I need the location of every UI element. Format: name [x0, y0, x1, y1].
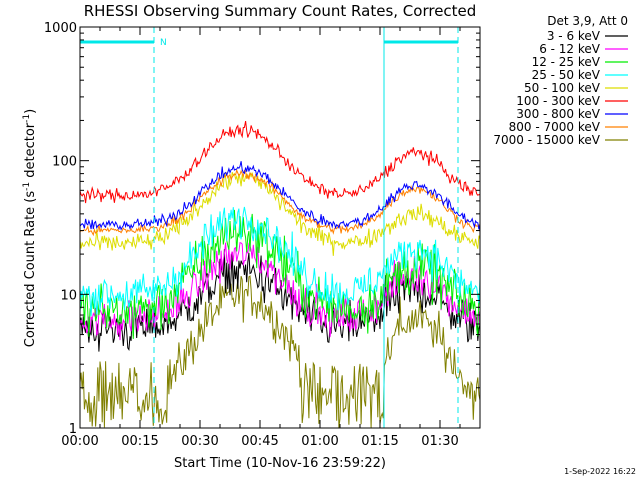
y-axis-label-sup2: -1	[22, 114, 32, 123]
legend-label: 800 - 7000 keV	[509, 120, 601, 134]
y-axis-label-sup1: -1	[22, 182, 32, 191]
series-line	[79, 206, 481, 317]
legend-label: 3 - 6 keV	[547, 29, 601, 43]
legend-label: 6 - 12 keV	[539, 42, 601, 56]
series-line	[79, 161, 481, 231]
chart-title: RHESSI Observing Summary Count Rates, Co…	[84, 2, 477, 20]
series-line	[79, 275, 481, 428]
series-line	[79, 241, 481, 341]
series-layer	[79, 121, 481, 428]
x-tick-label: 00:00	[61, 434, 98, 449]
legend-label: 7000 - 15000 keV	[493, 133, 600, 147]
footer-date: 1-Sep-2022 16:22	[564, 467, 636, 476]
y-tick-label: 1	[69, 422, 77, 437]
night-marker-label: N	[160, 38, 167, 48]
y-tick-label: 10	[60, 288, 77, 303]
y-axis-label: Corrected Count Rate (s-1 detector-1)	[22, 109, 38, 347]
series-line	[79, 121, 481, 204]
legend-label: 300 - 800 keV	[516, 107, 600, 121]
legend-title: Det 3,9, Att 0	[547, 14, 628, 28]
y-axis-label-end: )	[23, 109, 38, 114]
x-tick-label: 01:15	[361, 434, 398, 449]
legend-label: 12 - 25 keV	[532, 55, 601, 69]
y-axis-label-main: Corrected Count Rate (s	[23, 191, 38, 348]
x-tick-label: 00:45	[241, 434, 278, 449]
series-line	[79, 168, 481, 237]
y-axis-label-mid: detector	[23, 122, 38, 182]
legend-label: 25 - 50 keV	[532, 68, 601, 82]
series-line	[79, 172, 481, 256]
x-axis-label: Start Time (10-Nov-16 23:59:22)	[174, 456, 386, 471]
x-tick-label: 01:30	[421, 434, 458, 449]
x-tick-label: 00:15	[121, 434, 158, 449]
y-tick-label: 1000	[44, 21, 77, 36]
series-line	[79, 209, 481, 339]
y-tick-label: 100	[52, 155, 77, 170]
legend-label: 50 - 100 keV	[524, 81, 601, 95]
x-tick-label: 01:00	[301, 434, 338, 449]
x-tick-label: 00:30	[181, 434, 218, 449]
axis-ticks: 00:00 00:15 00:30 00:45 01:00 01:15 01:30 1 10 10…	[44, 21, 481, 449]
legend-label: 100 - 300 keV	[516, 94, 600, 108]
